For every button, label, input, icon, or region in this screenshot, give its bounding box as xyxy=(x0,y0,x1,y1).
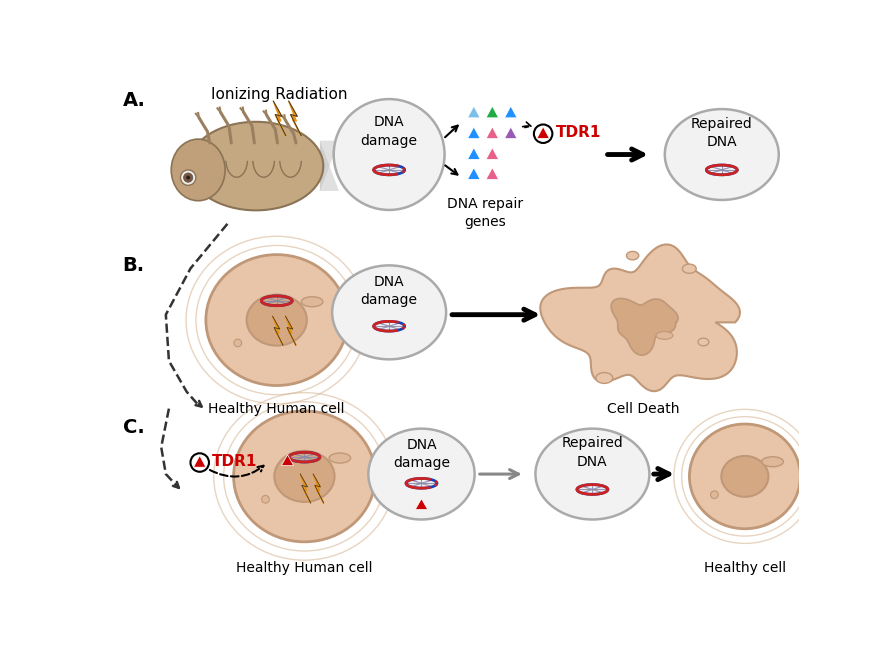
Polygon shape xyxy=(302,291,342,331)
Text: B.: B. xyxy=(123,256,145,275)
Ellipse shape xyxy=(171,139,225,201)
Polygon shape xyxy=(273,101,286,136)
Ellipse shape xyxy=(698,338,708,346)
Ellipse shape xyxy=(368,429,474,519)
Ellipse shape xyxy=(536,429,650,519)
Circle shape xyxy=(534,125,553,143)
Polygon shape xyxy=(416,499,427,510)
Polygon shape xyxy=(272,316,283,345)
Text: Ionizing Radiation: Ionizing Radiation xyxy=(211,87,347,102)
Ellipse shape xyxy=(595,373,612,384)
Text: A.: A. xyxy=(123,91,146,110)
Polygon shape xyxy=(467,147,481,160)
Polygon shape xyxy=(467,167,481,180)
Ellipse shape xyxy=(329,453,351,463)
Polygon shape xyxy=(288,101,301,136)
Polygon shape xyxy=(540,244,740,391)
Polygon shape xyxy=(320,141,339,191)
Ellipse shape xyxy=(233,411,376,542)
Polygon shape xyxy=(505,127,517,139)
Polygon shape xyxy=(537,127,549,138)
Circle shape xyxy=(710,491,718,499)
Polygon shape xyxy=(486,106,498,118)
Text: TDR1: TDR1 xyxy=(212,454,257,469)
Polygon shape xyxy=(300,474,311,503)
Ellipse shape xyxy=(690,424,800,528)
Circle shape xyxy=(262,495,270,503)
Ellipse shape xyxy=(302,297,323,307)
Polygon shape xyxy=(486,167,498,180)
Text: Repaired
DNA: Repaired DNA xyxy=(562,436,623,469)
Polygon shape xyxy=(505,106,517,118)
Polygon shape xyxy=(320,141,339,191)
Ellipse shape xyxy=(665,109,779,200)
Polygon shape xyxy=(286,316,296,345)
Ellipse shape xyxy=(332,266,446,359)
Polygon shape xyxy=(313,474,324,503)
Text: Healthy Human cell: Healthy Human cell xyxy=(236,561,373,575)
Text: DNA
damage: DNA damage xyxy=(360,115,417,148)
Polygon shape xyxy=(329,455,376,495)
Text: Repaired
DNA: Repaired DNA xyxy=(691,117,753,149)
Text: C.: C. xyxy=(123,418,144,437)
Ellipse shape xyxy=(656,331,673,339)
Ellipse shape xyxy=(721,456,768,497)
Polygon shape xyxy=(486,147,498,160)
Polygon shape xyxy=(193,455,206,467)
Polygon shape xyxy=(281,455,294,466)
Circle shape xyxy=(334,99,445,210)
Circle shape xyxy=(234,339,241,347)
Ellipse shape xyxy=(189,122,323,211)
Text: DNA
damage: DNA damage xyxy=(360,275,417,307)
Polygon shape xyxy=(302,291,342,331)
Ellipse shape xyxy=(683,264,696,273)
Circle shape xyxy=(181,170,196,185)
Ellipse shape xyxy=(274,451,335,502)
Ellipse shape xyxy=(247,295,307,346)
Text: Healthy Human cell: Healthy Human cell xyxy=(208,402,345,417)
Text: Cell Death: Cell Death xyxy=(607,402,679,417)
Polygon shape xyxy=(467,127,481,139)
Text: Healthy cell: Healthy cell xyxy=(704,561,786,575)
Text: DNA
damage: DNA damage xyxy=(393,438,450,470)
Polygon shape xyxy=(467,106,481,118)
Text: DNA repair
genes: DNA repair genes xyxy=(448,197,523,229)
Ellipse shape xyxy=(762,457,783,466)
Text: TDR1: TDR1 xyxy=(555,125,601,140)
Ellipse shape xyxy=(627,251,639,260)
Circle shape xyxy=(186,176,190,180)
Circle shape xyxy=(190,453,209,472)
Polygon shape xyxy=(486,127,498,139)
Circle shape xyxy=(183,173,193,182)
Polygon shape xyxy=(611,298,678,355)
Ellipse shape xyxy=(206,255,348,386)
Polygon shape xyxy=(329,455,376,495)
